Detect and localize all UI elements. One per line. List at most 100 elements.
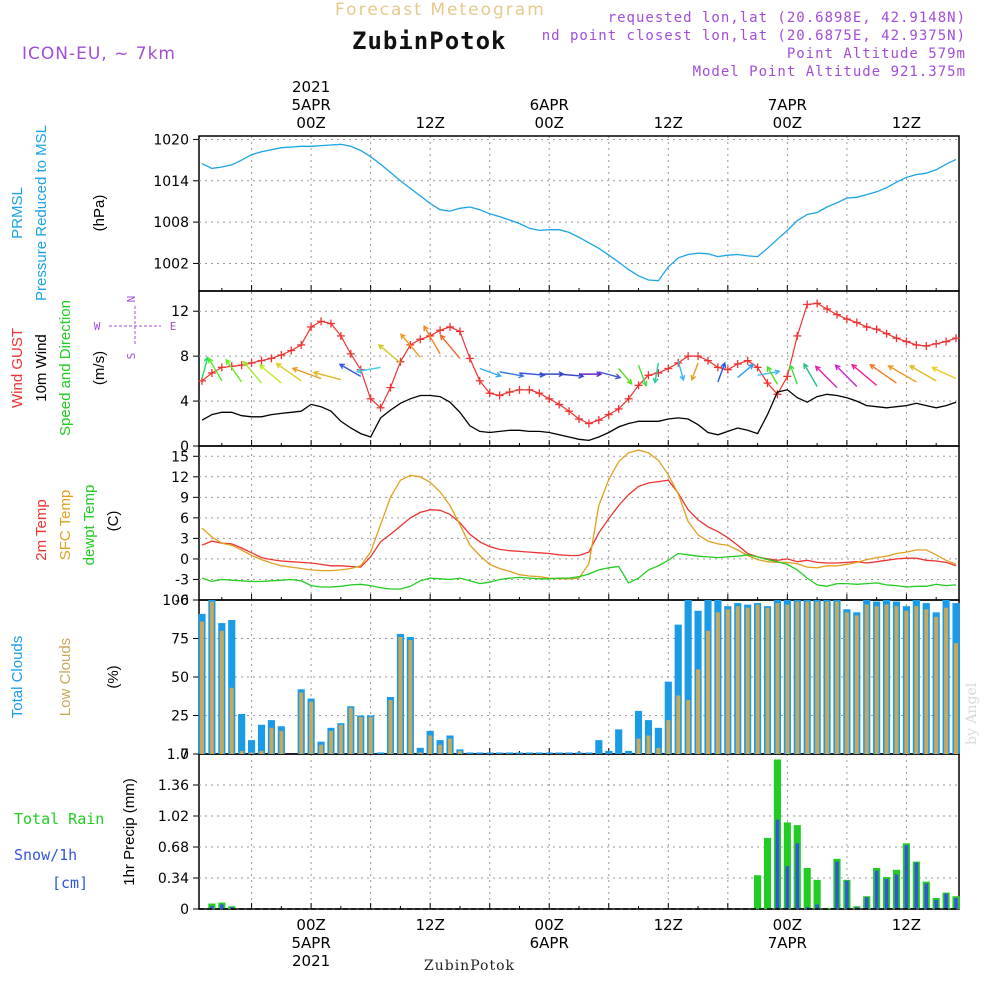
low-cloud-bar (864, 604, 869, 754)
pressure-ytick-label: 1008 (153, 215, 189, 231)
wind-arrow (931, 366, 957, 380)
wind-arrow (887, 365, 917, 383)
wind-arrow (258, 364, 282, 384)
low-cloud-bar (666, 720, 671, 754)
low-cloud-bar (269, 727, 274, 754)
low-cloud-bar (884, 604, 889, 754)
temp-sfc-axis-label: SFC Temp (57, 490, 74, 561)
total-cloud-bar (634, 710, 643, 754)
wind-gust-marker (614, 404, 623, 413)
top-time-label: 00Z (773, 114, 802, 132)
bottom-day-label: 7APR (768, 934, 807, 952)
wind-gust-marker (703, 356, 712, 365)
rain-bar (783, 822, 791, 909)
wind-arrow (908, 365, 937, 382)
low-cloud-bar (944, 607, 949, 754)
wind-arrow-head (275, 362, 282, 369)
snow-bar (864, 897, 869, 909)
wind-arrow-shaft (654, 362, 660, 383)
low-cloud-bar (636, 738, 641, 754)
wind-arrow (803, 362, 818, 387)
wind-arrow-head (539, 371, 546, 378)
snow-bar (904, 845, 909, 909)
wind-arrow-head (652, 377, 659, 385)
wind-arrow-shaft (869, 364, 897, 384)
total-cloud-bar (376, 752, 385, 754)
wind-arrow-shaft (888, 365, 917, 383)
wind-arrow-head (423, 324, 429, 332)
wind-arrow (737, 363, 755, 379)
prmsl-line (201, 143, 957, 282)
wind-arrow (338, 363, 362, 377)
total-cloud-bar (595, 740, 603, 754)
bottom-day-label: 5APR (291, 934, 330, 952)
snow-bar (835, 861, 839, 909)
temperature-ytick-label: 0 (180, 552, 189, 568)
wind-gust-marker (207, 368, 216, 377)
top-day-label: 7APR (768, 96, 807, 114)
low-cloud-bar (219, 630, 224, 754)
low-cloud-bar (844, 612, 849, 754)
wind-gust-marker (952, 334, 961, 343)
wind-arrow-shaft (909, 365, 937, 382)
low-cloud-bar (229, 687, 234, 754)
top-time-label: 12Z (415, 114, 444, 132)
wind-gust-marker (525, 385, 534, 394)
pressure-frame (198, 135, 960, 292)
wind-arrow-head (834, 364, 841, 371)
wind-gust-marker (555, 400, 564, 409)
wind-gust-marker (317, 317, 326, 326)
compass-w: W (94, 320, 101, 333)
low-cloud-bar (854, 615, 859, 754)
low-cloud-bar (408, 640, 413, 754)
wind-gust-marker (376, 403, 385, 412)
wind-arrow-shaft (737, 364, 754, 379)
low-cloud-bar (418, 752, 423, 754)
precip-legend-item: [cm] (52, 874, 88, 892)
total-cloud-bar (664, 681, 672, 754)
snow-bar (815, 904, 819, 909)
wind-gust-marker (743, 356, 752, 365)
temperature-ytick-label: 6 (180, 511, 189, 527)
total-cloud-bar (238, 713, 246, 754)
wind-arrow (618, 368, 633, 385)
low-cloud-bar (656, 747, 661, 754)
low-cloud-bar (795, 601, 800, 754)
wind-arrow-head (208, 357, 214, 364)
wind-gust-marker (465, 354, 474, 363)
pressure-panel: 1002 1008 1014 1020 (153, 132, 960, 292)
snow-bar (210, 906, 214, 909)
wind-gust-marker (455, 327, 464, 336)
wind-arrow (869, 363, 897, 384)
wind-arrow (579, 371, 603, 378)
wind-arrow-head (887, 365, 894, 371)
wind-arrow-shaft (499, 371, 524, 377)
station-title: ZubinPotok (352, 27, 507, 55)
precip-legend: Total Rain Snow/1h [cm] (14, 810, 104, 892)
wind-gust-marker (485, 389, 494, 398)
wind-gust-marker (416, 335, 425, 344)
precip-ytick-label: 0.68 (158, 840, 189, 856)
wind-gust-marker (535, 389, 544, 398)
snow-bar (805, 907, 809, 909)
wind-gust-marker (495, 391, 504, 400)
wind-arrow-head (291, 366, 298, 373)
low-cloud-bar (309, 701, 314, 754)
precip-ytick-label: 0 (180, 902, 189, 918)
wind-arrow-head (690, 374, 697, 382)
precip-legend-item: Total Rain (14, 810, 104, 828)
top-time-label: 12Z (892, 114, 921, 132)
precip-bars (208, 759, 960, 909)
wind-arrow (275, 362, 302, 382)
snow-bar (775, 819, 780, 909)
wind-gust-marker (545, 394, 554, 403)
bottom-time-label: 12Z (892, 916, 921, 934)
wind-arrow (400, 333, 421, 358)
wind-gust-marker (684, 352, 693, 361)
wind-arrow (598, 371, 622, 380)
bottom-time-label: 00Z (535, 916, 564, 934)
snow-bar (934, 899, 938, 909)
low-cloud-bar (934, 616, 939, 754)
low-cloud-bar (705, 630, 710, 754)
